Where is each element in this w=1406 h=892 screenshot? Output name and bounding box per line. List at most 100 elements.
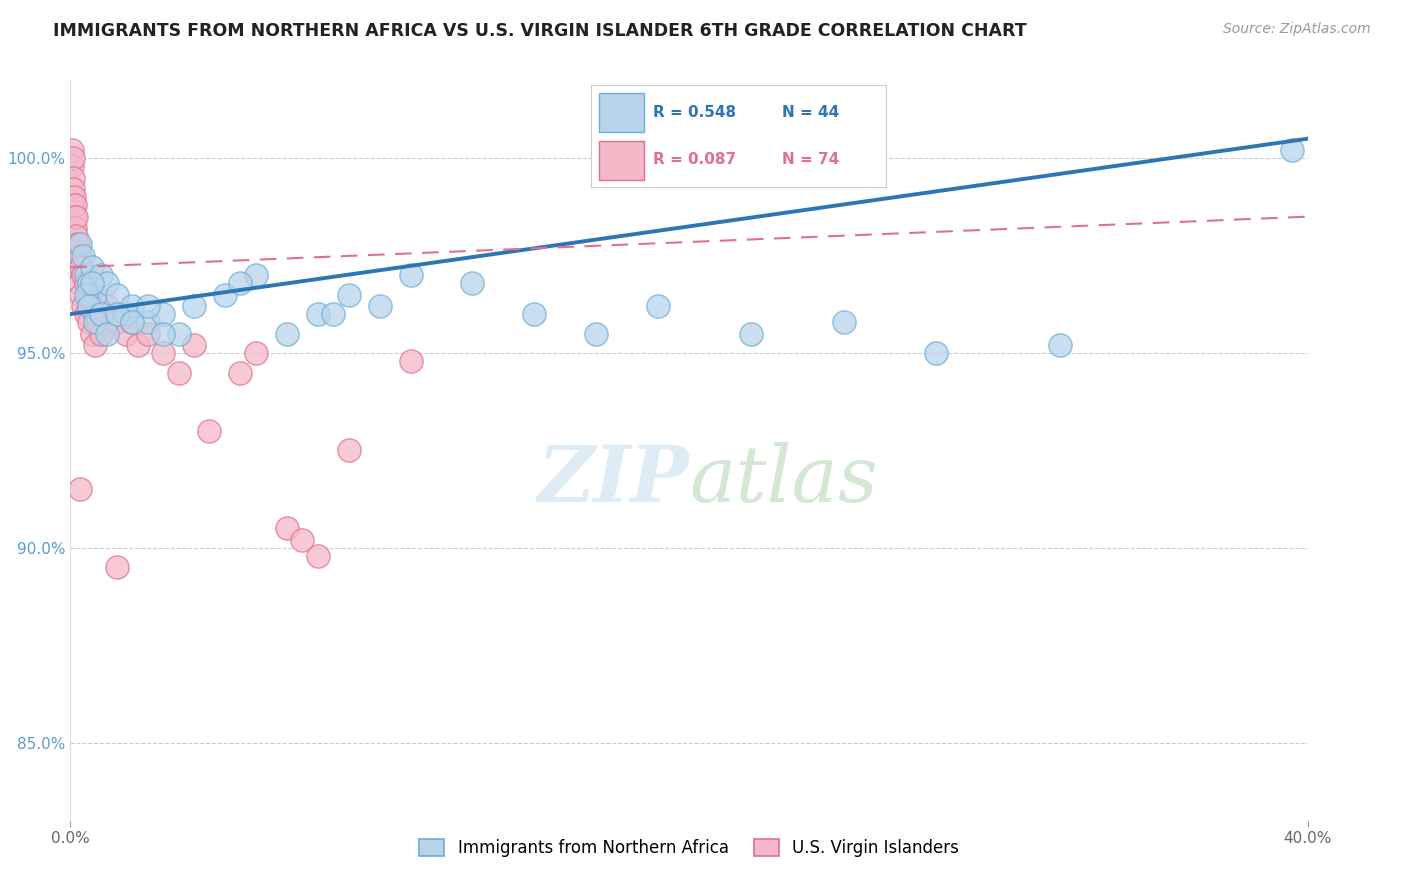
Point (69, 483, 91, 497)
Point (63, 198, 86, 212)
Point (84, 315, 107, 329)
Point (87, 315, 110, 329)
Point (62, 151, 84, 165)
Point (276, 326, 298, 341)
Point (105, 560, 128, 574)
Point (80, 326, 103, 341)
Point (925, 346, 948, 360)
Point (84, 338, 107, 352)
Point (152, 346, 174, 360)
Point (75, 287, 97, 301)
Point (105, 307, 128, 321)
Point (1281, 144, 1303, 158)
Point (461, 276, 484, 290)
Text: Source: ZipAtlas.com: Source: ZipAtlas.com (1223, 22, 1371, 37)
Point (62, 170, 84, 185)
Point (337, 287, 360, 301)
Point (229, 366, 252, 380)
Point (105, 315, 128, 329)
Point (1049, 338, 1071, 352)
Point (84, 307, 107, 321)
Point (77, 315, 100, 329)
Point (167, 366, 190, 380)
Point (80, 299, 103, 313)
Point (136, 315, 159, 329)
Point (307, 549, 329, 563)
Point (63, 190, 86, 204)
Point (96, 276, 118, 290)
Point (77, 276, 100, 290)
Point (115, 326, 138, 341)
Point (72, 299, 94, 313)
Point (198, 424, 221, 438)
Point (152, 326, 174, 341)
FancyBboxPatch shape (599, 93, 644, 132)
Point (65, 249, 87, 263)
Point (291, 533, 314, 547)
Point (62, 198, 84, 212)
Point (63, 221, 86, 235)
Point (96, 326, 118, 341)
Point (90, 307, 112, 321)
Text: atlas: atlas (689, 442, 877, 518)
Point (60, 144, 83, 158)
Point (307, 307, 329, 321)
Point (740, 326, 762, 341)
Point (121, 299, 143, 313)
Point (67, 236, 90, 251)
Text: ZIP: ZIP (537, 442, 689, 518)
Point (832, 315, 855, 329)
Point (152, 307, 174, 321)
Point (245, 268, 267, 282)
Point (62, 182, 84, 196)
Point (80, 276, 103, 290)
Point (77, 287, 100, 301)
Point (105, 287, 128, 301)
Text: N = 74: N = 74 (782, 153, 839, 167)
Point (67, 260, 90, 275)
Point (167, 326, 190, 341)
Point (75, 268, 97, 282)
Point (65, 229, 87, 244)
Point (245, 346, 267, 360)
Point (90, 268, 112, 282)
Point (368, 299, 391, 313)
Point (337, 443, 360, 458)
Point (523, 307, 546, 321)
Point (69, 236, 91, 251)
Point (65, 210, 87, 224)
Point (90, 326, 112, 341)
Point (585, 326, 607, 341)
Point (322, 307, 344, 321)
Point (72, 268, 94, 282)
Point (96, 299, 118, 313)
Point (70, 287, 93, 301)
Point (70, 260, 93, 275)
Point (399, 268, 422, 282)
Point (127, 338, 149, 352)
Point (647, 299, 669, 313)
Point (75, 276, 97, 290)
Point (276, 521, 298, 535)
Point (183, 338, 205, 352)
Point (72, 249, 94, 263)
Point (399, 354, 422, 368)
Point (84, 287, 107, 301)
Point (69, 276, 91, 290)
Point (214, 287, 236, 301)
Point (65, 236, 87, 251)
Text: R = 0.548: R = 0.548 (652, 105, 735, 120)
Text: N = 44: N = 44 (782, 105, 839, 120)
Point (69, 249, 91, 263)
FancyBboxPatch shape (599, 141, 644, 180)
Point (90, 307, 112, 321)
Point (77, 299, 100, 313)
Point (136, 326, 159, 341)
Point (115, 307, 138, 321)
Point (63, 210, 86, 224)
Text: R = 0.087: R = 0.087 (652, 153, 735, 167)
Legend: Immigrants from Northern Africa, U.S. Virgin Islanders: Immigrants from Northern Africa, U.S. Vi… (412, 832, 966, 864)
Text: IMMIGRANTS FROM NORTHERN AFRICA VS U.S. VIRGIN ISLANDER 6TH GRADE CORRELATION CH: IMMIGRANTS FROM NORTHERN AFRICA VS U.S. … (53, 22, 1026, 40)
Point (121, 315, 143, 329)
Point (80, 260, 103, 275)
